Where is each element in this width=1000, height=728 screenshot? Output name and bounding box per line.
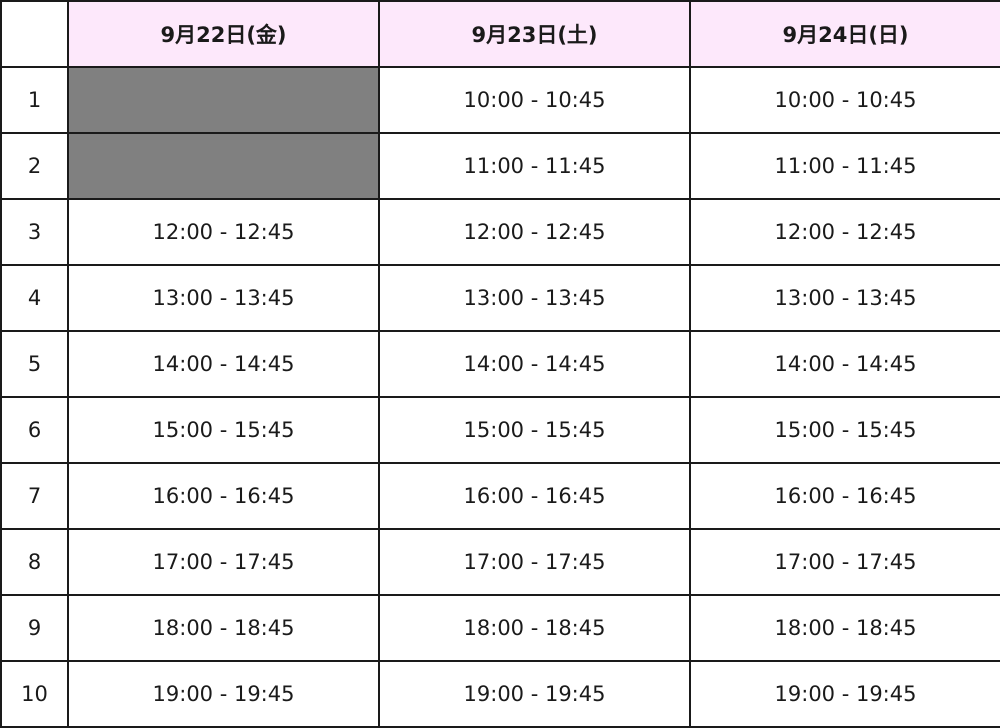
time-slot: 13:00 - 13:45 [378, 264, 691, 332]
unavailable-slot [67, 132, 380, 200]
time-slot: 18:00 - 18:45 [378, 594, 691, 662]
time-slot: 19:00 - 19:45 [378, 660, 691, 728]
time-slot: 12:00 - 12:45 [67, 198, 380, 266]
time-slot: 18:00 - 18:45 [689, 594, 1000, 662]
time-slot: 18:00 - 18:45 [67, 594, 380, 662]
table-row: 2 11:00 - 11:45 11:00 - 11:45 [0, 132, 1000, 200]
time-slot: 19:00 - 19:45 [67, 660, 380, 728]
row-number: 3 [0, 198, 69, 266]
time-slot: 10:00 - 10:45 [378, 66, 691, 134]
row-number: 1 [0, 66, 69, 134]
header-row: 9月22日(金) 9月23日(土) 9月24日(日) [0, 0, 1000, 68]
date-header: 9月24日(日) [689, 0, 1000, 68]
table-row: 10 19:00 - 19:45 19:00 - 19:45 19:00 - 19:4… [0, 660, 1000, 728]
time-slot: 16:00 - 16:45 [67, 462, 380, 530]
table-row: 9 18:00 - 18:45 18:00 - 18:45 18:00 - 18:45 [0, 594, 1000, 662]
table-row: 7 16:00 - 16:45 16:00 - 16:45 16:00 - 16:45 [0, 462, 1000, 530]
row-number: 5 [0, 330, 69, 398]
row-number: 2 [0, 132, 69, 200]
time-slot: 14:00 - 14:45 [378, 330, 691, 398]
row-number: 7 [0, 462, 69, 530]
time-slot: 17:00 - 17:45 [689, 528, 1000, 596]
time-slot: 10:00 - 10:45 [689, 66, 1000, 134]
row-number: 8 [0, 528, 69, 596]
time-slot: 12:00 - 12:45 [378, 198, 691, 266]
time-slot: 15:00 - 15:45 [689, 396, 1000, 464]
time-slot: 11:00 - 11:45 [378, 132, 691, 200]
corner-cell [0, 0, 69, 68]
time-slot: 13:00 - 13:45 [67, 264, 380, 332]
time-slot: 13:00 - 13:45 [689, 264, 1000, 332]
row-number: 9 [0, 594, 69, 662]
table-row: 4 13:00 - 13:45 13:00 - 13:45 13:00 - 13:45 [0, 264, 1000, 332]
time-slot: 16:00 - 16:45 [689, 462, 1000, 530]
date-header: 9月22日(金) [67, 0, 380, 68]
row-number: 6 [0, 396, 69, 464]
time-slot: 17:00 - 17:45 [67, 528, 380, 596]
time-slot: 14:00 - 14:45 [67, 330, 380, 398]
table-row: 8 17:00 - 17:45 17:00 - 17:45 17:00 - 17:45 [0, 528, 1000, 596]
time-slot: 12:00 - 12:45 [689, 198, 1000, 266]
date-header: 9月23日(土) [378, 0, 691, 68]
time-slot: 16:00 - 16:45 [378, 462, 691, 530]
time-slot: 11:00 - 11:45 [689, 132, 1000, 200]
table-row: 3 12:00 - 12:45 12:00 - 12:45 12:00 - 12:45 [0, 198, 1000, 266]
table-row: 6 15:00 - 15:45 15:00 - 15:45 15:00 - 15:45 [0, 396, 1000, 464]
time-slot: 14:00 - 14:45 [689, 330, 1000, 398]
time-slot: 17:00 - 17:45 [378, 528, 691, 596]
time-slot: 15:00 - 15:45 [378, 396, 691, 464]
row-number: 10 [0, 660, 69, 728]
unavailable-slot [67, 66, 380, 134]
row-number: 4 [0, 264, 69, 332]
time-slot: 19:00 - 19:45 [689, 660, 1000, 728]
time-slot: 15:00 - 15:45 [67, 396, 380, 464]
table-row: 5 14:00 - 14:45 14:00 - 14:45 14:00 - 14:45 [0, 330, 1000, 398]
table-row: 1 10:00 - 10:45 10:00 - 10:45 [0, 66, 1000, 134]
